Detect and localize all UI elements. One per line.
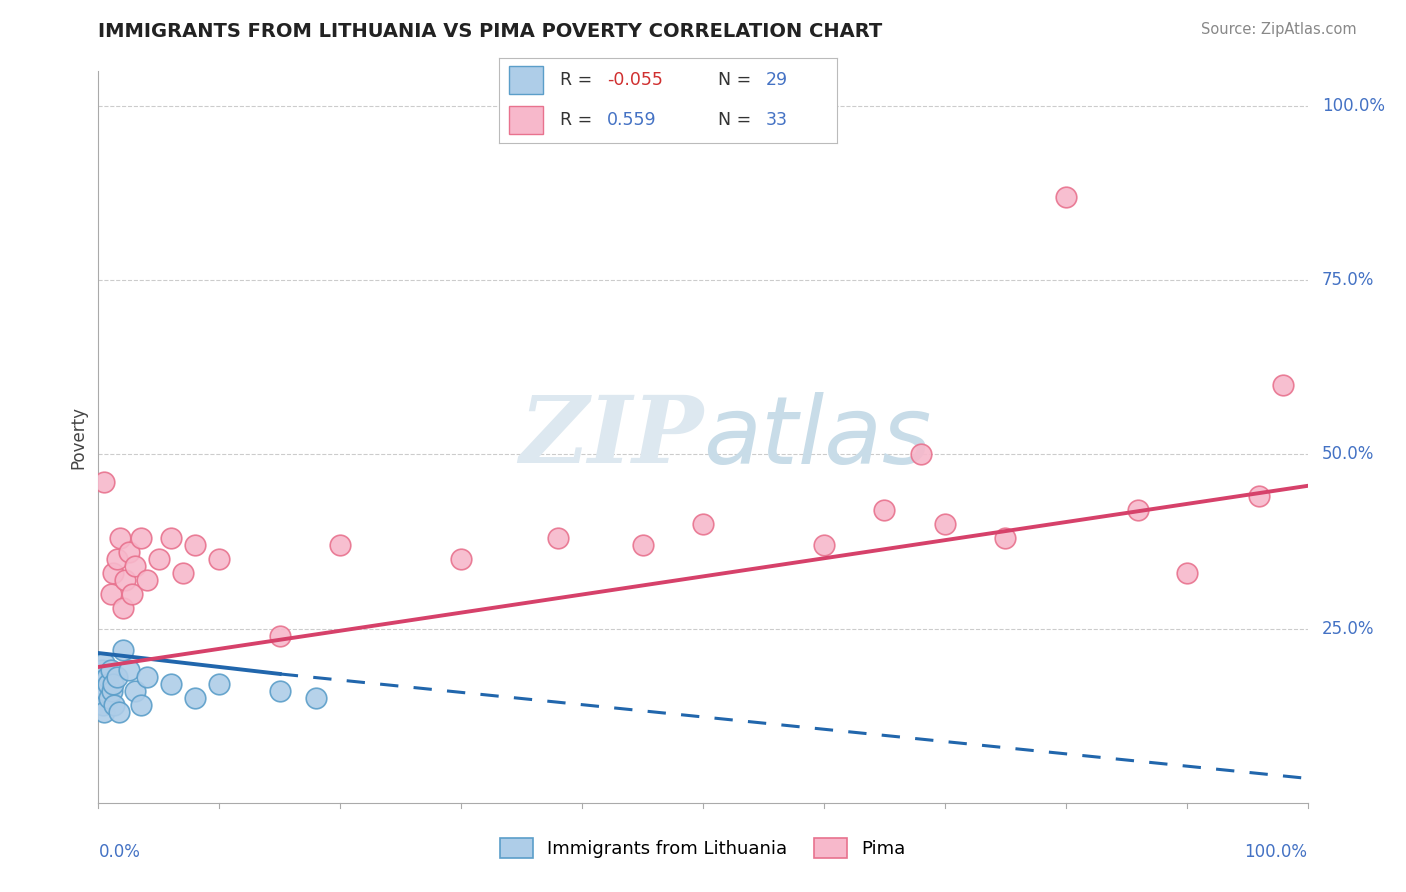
Point <box>118 664 141 678</box>
Point <box>148 552 170 566</box>
Text: IMMIGRANTS FROM LITHUANIA VS PIMA POVERTY CORRELATION CHART: IMMIGRANTS FROM LITHUANIA VS PIMA POVERT… <box>98 22 883 41</box>
Point <box>105 552 128 566</box>
Point <box>101 677 124 691</box>
Legend: Immigrants from Lithuania, Pima: Immigrants from Lithuania, Pima <box>495 832 911 863</box>
Point <box>118 545 141 559</box>
Text: N =: N = <box>718 70 758 88</box>
Point <box>89 670 111 684</box>
Text: 50.0%: 50.0% <box>1322 445 1375 464</box>
Point <box>1175 566 1198 580</box>
Point <box>105 670 128 684</box>
Text: 33: 33 <box>766 112 787 129</box>
Text: 25.0%: 25.0% <box>1322 620 1375 638</box>
Point <box>135 670 157 684</box>
Text: ZIP: ZIP <box>519 392 703 482</box>
Point <box>129 531 152 545</box>
Point <box>96 670 118 684</box>
Point <box>1054 190 1077 204</box>
Point <box>329 538 352 552</box>
Point <box>124 558 146 573</box>
Point <box>813 538 835 552</box>
Text: 75.0%: 75.0% <box>1322 271 1375 289</box>
Point <box>91 691 114 706</box>
Point <box>98 691 121 706</box>
Point <box>305 691 328 706</box>
Point <box>1272 377 1295 392</box>
Text: 100.0%: 100.0% <box>1322 97 1385 115</box>
Point <box>184 691 207 706</box>
Point <box>1249 489 1271 503</box>
Point <box>269 629 291 643</box>
Point <box>208 552 231 566</box>
Y-axis label: Poverty: Poverty <box>69 406 87 468</box>
Point <box>160 531 183 545</box>
Point <box>97 677 120 691</box>
Point <box>208 677 231 691</box>
Point <box>108 531 131 545</box>
Point <box>108 705 131 719</box>
Point <box>692 517 714 532</box>
Text: R =: R = <box>560 112 603 129</box>
Point <box>269 684 291 698</box>
Text: 0.0%: 0.0% <box>98 843 141 861</box>
Point <box>910 448 932 462</box>
Point <box>91 698 114 713</box>
Point <box>93 475 115 490</box>
Point <box>631 538 654 552</box>
Point <box>114 573 136 587</box>
Point <box>135 573 157 587</box>
Point <box>90 677 112 691</box>
Text: N =: N = <box>718 112 758 129</box>
Point <box>90 684 112 698</box>
FancyBboxPatch shape <box>509 66 543 94</box>
Point <box>101 566 124 580</box>
Point <box>100 664 122 678</box>
Point <box>121 587 143 601</box>
Point <box>93 657 115 671</box>
Point <box>100 684 122 698</box>
Point <box>934 517 956 532</box>
Point <box>111 642 134 657</box>
Point <box>172 566 194 580</box>
Point <box>994 531 1017 545</box>
Text: R =: R = <box>560 70 598 88</box>
Point <box>547 531 569 545</box>
FancyBboxPatch shape <box>509 106 543 134</box>
Point <box>111 600 134 615</box>
Point <box>91 664 114 678</box>
Point <box>1128 503 1150 517</box>
Text: 0.559: 0.559 <box>607 112 657 129</box>
Point <box>100 587 122 601</box>
Point <box>93 705 115 719</box>
Point <box>129 698 152 713</box>
Text: atlas: atlas <box>703 392 931 483</box>
Point <box>873 503 896 517</box>
Text: 29: 29 <box>766 70 787 88</box>
Text: 100.0%: 100.0% <box>1244 843 1308 861</box>
Text: -0.055: -0.055 <box>607 70 664 88</box>
Point <box>160 677 183 691</box>
Point <box>450 552 472 566</box>
Point <box>103 698 125 713</box>
Point <box>91 670 114 684</box>
Point <box>124 684 146 698</box>
Text: Source: ZipAtlas.com: Source: ZipAtlas.com <box>1201 22 1357 37</box>
Point <box>184 538 207 552</box>
Point <box>94 684 117 698</box>
